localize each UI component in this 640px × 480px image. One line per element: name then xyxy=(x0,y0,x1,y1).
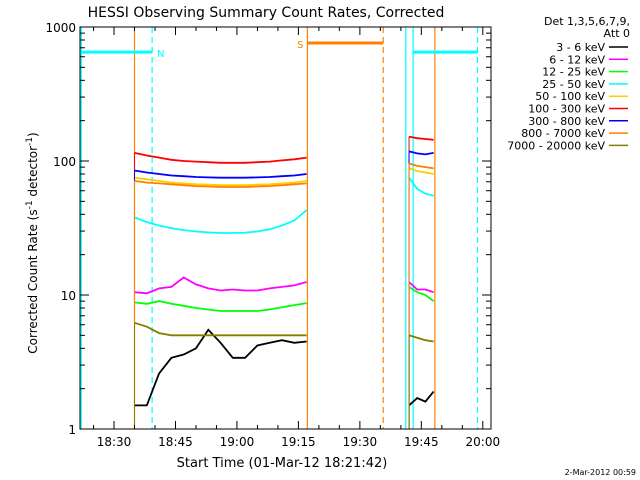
x-axis-label: Start Time (01-Mar-12 18:21:42) xyxy=(177,456,388,471)
series-line-300-800-kev-1 xyxy=(408,150,434,156)
series-line-7000-20000-kev-0 xyxy=(134,321,307,337)
legend-label-12-25-kev: 12 - 25 keV xyxy=(542,66,605,79)
plot-frame xyxy=(79,26,492,430)
interval-label-n: N xyxy=(157,49,164,60)
x-tick-label: 20:00 xyxy=(466,435,501,449)
x-tick-label: 19:45 xyxy=(404,435,439,449)
chart-title: HESSI Observing Summary Count Rates, Cor… xyxy=(88,5,445,21)
y-tick-label: 1 xyxy=(68,423,76,437)
series-line-25-50-kev-1 xyxy=(408,177,434,197)
series-line-7000-20000-kev-1 xyxy=(408,334,434,343)
series-line-100-300-kev-0 xyxy=(134,152,307,164)
y-tick-label: 10 xyxy=(61,289,76,303)
legend-label-300-800-kev: 300 - 800 keV xyxy=(528,115,605,128)
series-line-300-800-kev-0 xyxy=(134,169,307,179)
y-axis-label-sup-2: -1 xyxy=(25,137,35,146)
legend-header-line-2: Att 0 xyxy=(604,27,630,40)
legend-header-line-1: Det 1,3,5,6,7,9, xyxy=(544,15,630,28)
plot-marks: N S 18:30 18:45 19:00 19:15 19:30 19:45 20:00 1 10… xyxy=(45,21,628,449)
series-line-25-50-kev-0 xyxy=(134,209,308,234)
x-tick-label: 19:15 xyxy=(281,435,316,449)
legend-label-3-6-kev: 3 - 6 keV xyxy=(556,41,605,54)
series-line-50-100-kev-0 xyxy=(134,176,307,187)
y-tick-label: 100 xyxy=(53,155,76,169)
series-line-100-300-kev-1 xyxy=(408,135,434,141)
series-line-800-7000-kev-0 xyxy=(134,180,307,188)
series-line-50-100-kev-1 xyxy=(408,167,434,175)
legend-label-50-100-kev: 50 - 100 keV xyxy=(535,90,605,103)
series-line-3-6-kev-0 xyxy=(134,328,307,407)
y-axis-label-main: Corrected Count Rate (s xyxy=(26,209,40,353)
y-tick-label: 1000 xyxy=(45,21,76,35)
x-tick-label: 19:30 xyxy=(343,435,378,449)
series-line-3-6-kev-1 xyxy=(408,391,435,407)
y-axis-label-sup-1: -1 xyxy=(25,200,35,209)
x-tick-label: 19:00 xyxy=(220,435,255,449)
y-axis-label-mid: detector xyxy=(26,146,40,201)
series-line-800-7000-kev-1 xyxy=(408,162,434,170)
legend-label-7000-20000-kev: 7000 - 20000 keV xyxy=(507,139,605,152)
series-line-12-25-kev-1 xyxy=(408,286,435,302)
y-axis-label: Corrected Count Rate (s-1 detector-1) xyxy=(25,132,40,353)
x-tick-label: 18:45 xyxy=(158,435,193,449)
series-line-12-25-kev-0 xyxy=(134,300,307,312)
y-axis-label-end: ) xyxy=(26,132,40,137)
legend-label-6-12-kev: 6 - 12 keV xyxy=(549,53,605,66)
legend-label-100-300-kev: 100 - 300 keV xyxy=(528,103,605,116)
x-tick-label: 18:30 xyxy=(97,435,132,449)
legend-label-800-7000-kev: 800 - 7000 keV xyxy=(521,127,605,140)
footer-date: 2-Mar-2012 00:59 xyxy=(565,468,636,477)
series-line-6-12-kev-1 xyxy=(408,281,434,294)
series-line-6-12-kev-0 xyxy=(134,276,307,295)
legend-label-25-50-kev: 25 - 50 keV xyxy=(542,78,605,91)
interval-label-s: S xyxy=(297,40,303,51)
